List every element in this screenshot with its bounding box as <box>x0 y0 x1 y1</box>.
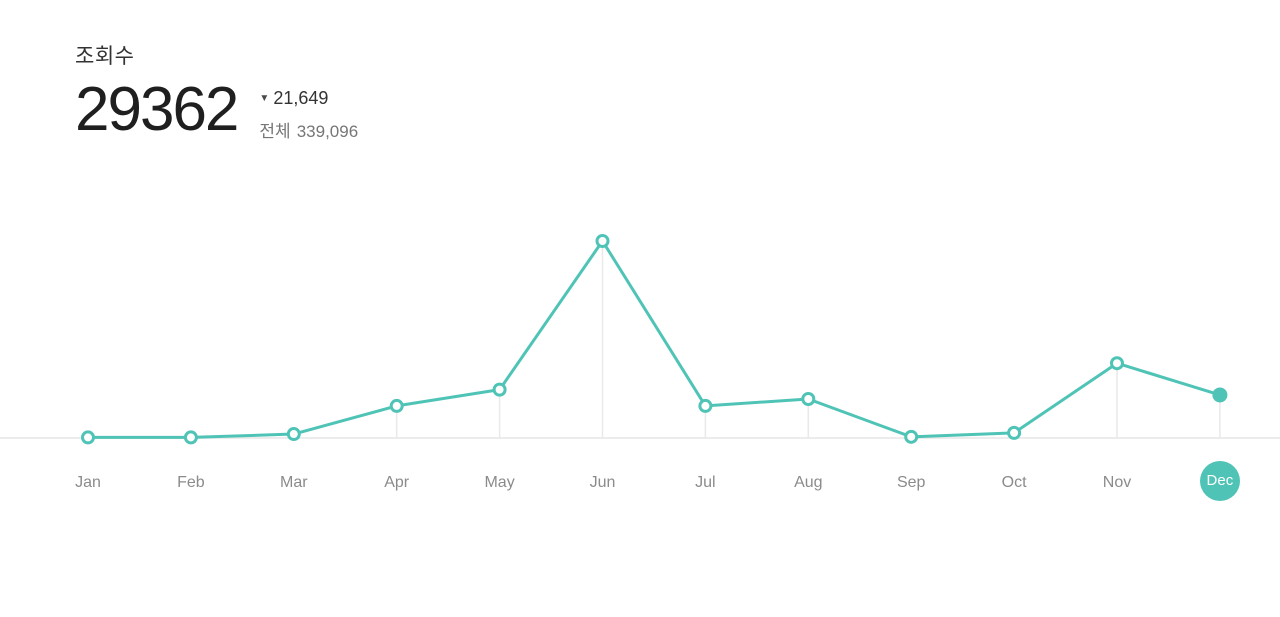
metric-sub-block: ▼ 21,649 전체 339,096 <box>259 82 358 142</box>
month-label-mar[interactable]: Mar <box>280 474 308 491</box>
decrease-triangle-icon: ▼ <box>259 92 270 104</box>
stats-header: 조회수 29362 ▼ 21,649 전체 339,096 <box>75 40 358 142</box>
total-value: 339,096 <box>296 122 359 141</box>
data-point-feb[interactable] <box>183 430 198 445</box>
month-label-jan[interactable]: Jan <box>75 474 101 491</box>
metric-row: 29362 ▼ 21,649 전체 339,096 <box>75 75 358 144</box>
data-point-may[interactable] <box>492 382 507 397</box>
month-label-aug[interactable]: Aug <box>794 474 823 491</box>
data-point-mar[interactable] <box>286 427 301 442</box>
current-value: 29362 <box>75 75 239 144</box>
data-point-jan[interactable] <box>81 430 95 445</box>
delta-value: 21,649 <box>273 88 329 108</box>
data-point-aug[interactable] <box>801 392 816 407</box>
month-label-dec[interactable]: Dec <box>1199 461 1240 501</box>
month-label-oct[interactable]: Oct <box>1001 474 1027 491</box>
month-label-jul[interactable]: Jul <box>695 474 716 491</box>
data-point-apr[interactable] <box>389 398 404 413</box>
month-label-nov[interactable]: Nov <box>1102 474 1132 491</box>
month-label-sep[interactable]: Sep <box>896 474 926 491</box>
month-label-may[interactable]: May <box>484 474 515 491</box>
month-label-feb[interactable]: Feb <box>177 474 205 491</box>
metric-label: 조회수 <box>75 45 135 68</box>
data-point-oct[interactable] <box>1007 425 1022 440</box>
data-point-jul[interactable] <box>698 398 713 413</box>
data-point-sep[interactable] <box>904 429 919 444</box>
total-row: 전체 339,096 <box>259 117 358 142</box>
month-label-apr[interactable]: Apr <box>384 474 410 491</box>
data-point-nov[interactable] <box>1110 356 1124 371</box>
delta-row: ▼ 21,649 <box>259 88 358 109</box>
data-point-dec[interactable] <box>1212 387 1228 403</box>
views-series-line <box>86 239 1222 439</box>
total-label: 전체 <box>259 122 291 141</box>
data-point-jun[interactable] <box>595 234 610 248</box>
month-label-jun[interactable]: Jun <box>589 474 616 491</box>
